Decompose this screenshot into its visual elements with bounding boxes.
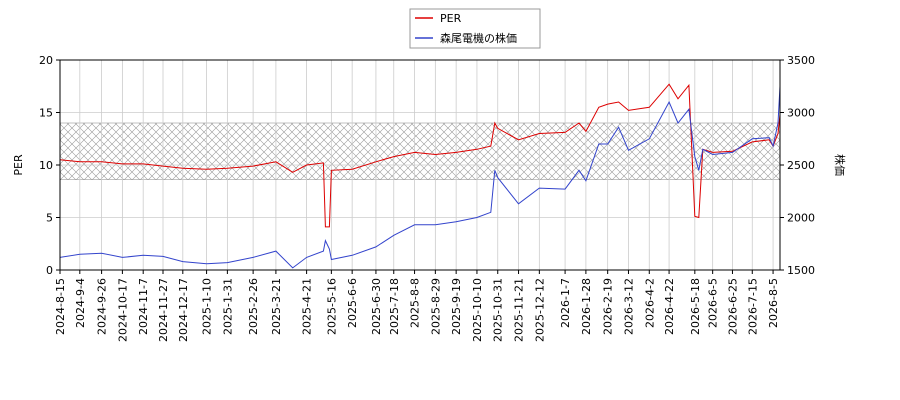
y2-axis-label: 株価 (833, 154, 847, 176)
y2-tick-label: 3000 (787, 107, 815, 120)
x-tick-label: 2026-6-5 (707, 278, 720, 328)
legend-box (409, 8, 541, 49)
y-tick-label: 10 (39, 159, 53, 172)
x-tick-label: 2026-8-5 (767, 278, 780, 328)
x-tick-label: 2025-9-19 (450, 278, 463, 335)
y2-tick-label: 3500 (787, 54, 815, 67)
x-tick-label: 2026-4-2 (643, 278, 656, 328)
legend-label: 森尾電機の株価 (440, 31, 517, 45)
x-tick-label: 2025-5-16 (325, 278, 338, 335)
plot-frame (59, 59, 781, 271)
x-tick-label: 2025-6-6 (346, 278, 359, 328)
x-tick-label: 2025-2-26 (247, 278, 260, 335)
y2-tick-label: 1500 (787, 264, 815, 277)
x-tick-label: 2025-12-12 (533, 278, 546, 342)
x-tick-label: 2026-6-25 (726, 278, 739, 335)
y-axis-label: PER (12, 154, 25, 176)
legend: PER 森尾電機の株価 (409, 8, 541, 49)
legend-label: PER (440, 12, 462, 25)
x-tick-label: 2025-7-18 (388, 278, 401, 335)
y-tick-label: 20 (39, 54, 53, 67)
x-tick-label: 2024-11-7 (137, 278, 150, 335)
x-tick-label: 2025-1-10 (201, 278, 214, 335)
x-tick-label: 2026-1-7 (559, 278, 572, 328)
x-tick-label: 2026-1-28 (580, 278, 593, 335)
x-tick-label: 2025-10-10 (471, 278, 484, 342)
y-tick-label: 5 (46, 212, 53, 225)
x-tick-label: 2025-11-21 (513, 278, 526, 342)
x-tick-label: 2025-10-31 (492, 278, 505, 342)
x-tick-label: 2025-6-30 (370, 278, 383, 335)
x-tick-label: 2024-8-15 (54, 278, 67, 335)
y-tick-label: 15 (39, 107, 53, 120)
x-tick-label: 2026-7-15 (746, 278, 759, 335)
x-tick-label: 2024-11-27 (157, 278, 170, 342)
series-line (59, 86, 781, 269)
x-tick-label: 2025-1-31 (221, 278, 234, 335)
x-tick-label: 2025-3-21 (270, 278, 283, 335)
x-tick-label: 2024-12-17 (177, 278, 190, 342)
x-tick-label: 2026-2-19 (602, 278, 615, 335)
series-line (59, 83, 781, 228)
x-tick-label: 2024-10-17 (116, 278, 129, 342)
x-tick-label: 2025-4-21 (301, 278, 314, 335)
x-tick-label: 2026-3-12 (622, 278, 635, 335)
x-tick-label: 2025-8-8 (409, 278, 422, 328)
x-tick-label: 2025-8-29 (429, 278, 442, 335)
y-tick-label: 0 (46, 264, 53, 277)
x-tick-label: 2024-9-26 (96, 278, 109, 335)
y2-tick-label: 2000 (787, 212, 815, 225)
x-tick-label: 2026-5-18 (689, 278, 702, 335)
x-tick-label: 2024-9-4 (74, 278, 87, 328)
y2-tick-label: 2500 (787, 159, 815, 172)
range-band (59, 122, 781, 181)
x-tick-label: 2026-4-22 (663, 278, 676, 335)
